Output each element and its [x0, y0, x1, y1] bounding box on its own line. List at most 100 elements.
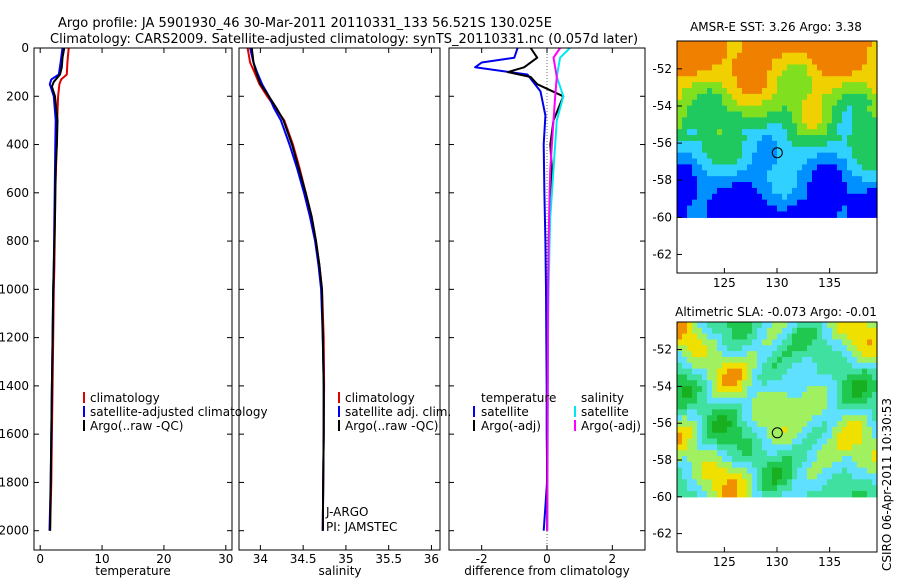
map-cell [792, 339, 798, 346]
map-cell [817, 485, 823, 492]
map-cell [812, 105, 818, 113]
map-cell [867, 421, 873, 428]
map-cell [847, 356, 853, 364]
map-cell [722, 93, 728, 101]
map-cell [827, 193, 833, 201]
map-cell [767, 199, 773, 207]
map-cell [792, 64, 798, 71]
map-cell [822, 46, 828, 54]
map-cell [862, 140, 868, 148]
map-cell [832, 140, 838, 148]
map-cell [742, 70, 748, 77]
map-cell [867, 368, 873, 376]
map-cell [857, 322, 863, 329]
map-cell [852, 485, 858, 492]
map-cell [682, 93, 688, 101]
map-cell [722, 403, 728, 410]
sst-map-panel: AMSR-E SST: 3.26 Argo: 3.38 125 130 135-52… [652, 20, 878, 290]
map-cell [827, 111, 833, 119]
map-cell [817, 170, 823, 177]
map-cell [802, 64, 808, 71]
map-cell [837, 403, 843, 410]
map-cell [752, 76, 758, 83]
x-tick-label: 135 [818, 276, 841, 290]
legend-title-salinity: salinity [581, 391, 624, 405]
map-cell [677, 403, 683, 410]
map-cell [697, 450, 703, 457]
map-cell [862, 485, 868, 492]
map-cell [677, 211, 683, 218]
map-cell [862, 438, 868, 445]
map-cell [677, 140, 683, 148]
map-cell [872, 111, 878, 119]
map-cell [762, 368, 768, 376]
map-cell [702, 41, 708, 48]
map-cell [832, 391, 838, 399]
map-cell [737, 409, 743, 416]
map-cell [697, 380, 703, 387]
map-cell [757, 432, 763, 440]
map-cell [707, 467, 713, 475]
map-cell [772, 444, 778, 451]
map-cell [822, 339, 828, 346]
map-cell [692, 111, 698, 119]
map-cell [777, 409, 783, 416]
map-cell [762, 70, 768, 77]
map-cell [822, 409, 828, 416]
map-cell [767, 205, 773, 213]
x-tick-label: 35.5 [375, 552, 402, 566]
map-cell [812, 479, 818, 486]
map-cell [682, 368, 688, 376]
map-cell [867, 205, 873, 213]
map-cell [777, 76, 783, 83]
map-cell [832, 176, 838, 183]
map-cell [747, 479, 753, 486]
map-cell [782, 450, 788, 457]
map-cell [717, 322, 723, 329]
map-cell [827, 158, 833, 166]
map-cell [767, 327, 773, 335]
map-cell [832, 111, 838, 119]
map-cell [742, 479, 748, 486]
map-cell [712, 485, 718, 492]
legend-title-temperature: temperature [481, 391, 556, 405]
map-cell [762, 415, 768, 422]
map-cell [847, 211, 853, 218]
map-cell [812, 426, 818, 434]
map-cell [722, 152, 728, 160]
map-cell [802, 461, 808, 469]
map-cell [712, 146, 718, 154]
map-cell [767, 409, 773, 416]
map-cell [702, 146, 708, 154]
map-cell [727, 135, 733, 142]
map-cell [772, 374, 778, 381]
map-cell [837, 46, 843, 54]
map-cell [762, 93, 768, 101]
map-cell [862, 409, 868, 416]
map-cell [722, 438, 728, 445]
map-cell [707, 93, 713, 101]
map-cell [762, 46, 768, 54]
map-cell [717, 432, 723, 440]
map-cell [737, 164, 743, 171]
map-cell [712, 140, 718, 148]
map-cell [832, 450, 838, 457]
map-cell [737, 444, 743, 451]
map-cell [737, 322, 743, 329]
map-cell [782, 327, 788, 335]
map-cell [702, 456, 708, 463]
map-cell [847, 64, 853, 71]
map-cell [772, 426, 778, 434]
map-cell [797, 158, 803, 166]
map-cell [822, 99, 828, 107]
map-cell [787, 432, 793, 440]
map-cell [767, 105, 773, 113]
legend-label-sal-argo: Argo(-adj) [581, 419, 641, 433]
map-cell [822, 356, 828, 364]
map-cell [727, 176, 733, 183]
map-cell [702, 176, 708, 183]
map-cell [797, 368, 803, 376]
map-cell [772, 362, 778, 370]
map-cell [752, 70, 758, 77]
y-tick-label: 600 [6, 186, 29, 200]
